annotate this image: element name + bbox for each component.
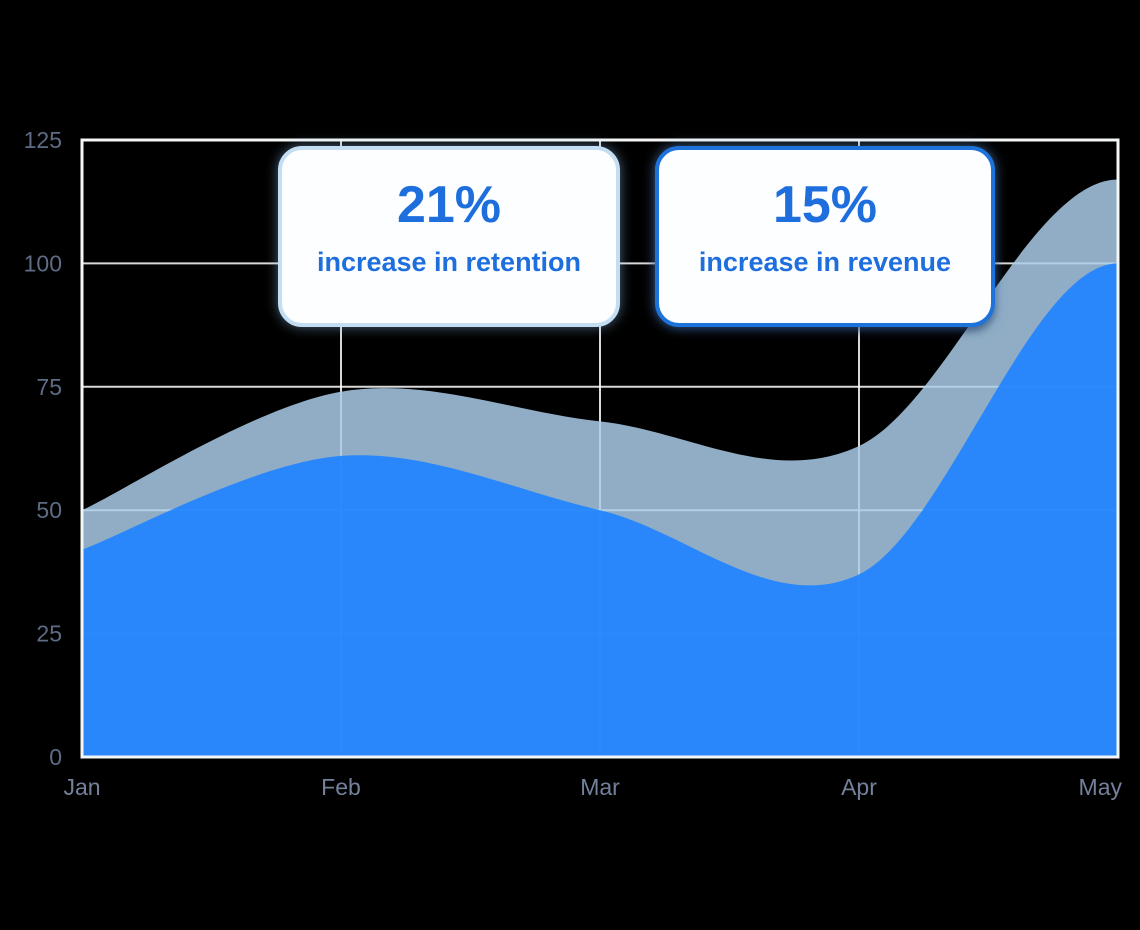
- y-axis-tick-label: 100: [24, 250, 62, 276]
- y-axis-tick-label: 25: [36, 621, 62, 647]
- y-axis-tick-label: 0: [49, 744, 62, 770]
- lower-band-area: [82, 263, 1118, 757]
- x-axis-tick-label: Apr: [841, 774, 877, 800]
- callout-label: increase in revenue: [698, 247, 952, 277]
- x-axis-tick-label: Jan: [63, 774, 100, 800]
- y-axis-tick-label: 125: [24, 127, 62, 153]
- x-axis-tick-label: Mar: [580, 774, 620, 800]
- retention-callout-card: 21% increase in retention: [278, 146, 620, 327]
- x-axis-tick-label: Feb: [321, 774, 361, 800]
- callout-value: 21%: [396, 176, 502, 234]
- y-axis-tick-label: 50: [36, 497, 62, 523]
- y-axis-tick-label: 75: [36, 374, 62, 400]
- revenue-callout-card: 15% increase in revenue: [655, 146, 995, 327]
- plot-frame: [80, 138, 1120, 759]
- callout-label: increase in retention: [316, 247, 582, 277]
- callout-value: 15%: [772, 176, 878, 234]
- x-axis-tick-label: May: [1079, 774, 1123, 800]
